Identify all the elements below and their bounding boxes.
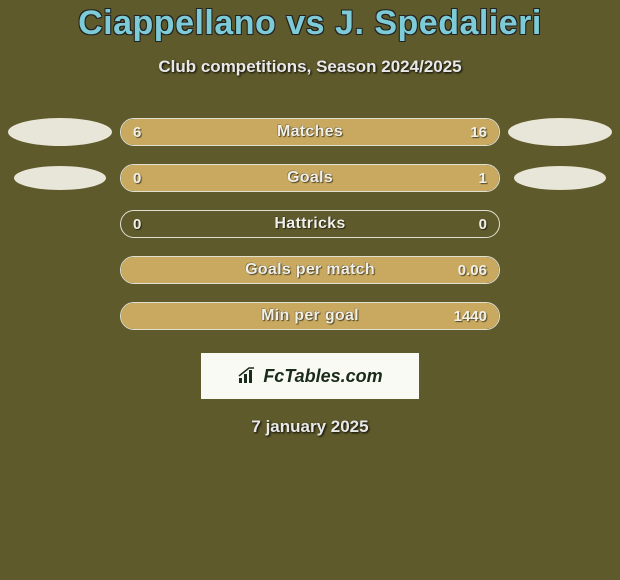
comparison-infographic: Ciappellano vs J. Spedalieri Club compet… bbox=[0, 0, 620, 437]
stat-value-right: 1 bbox=[479, 170, 487, 187]
stat-label: Min per goal bbox=[121, 307, 499, 325]
stat-row: 6Matches16 bbox=[0, 109, 620, 155]
stat-value-right: 1440 bbox=[454, 308, 487, 325]
stat-value-right: 0.06 bbox=[458, 262, 487, 279]
stat-row: Min per goal1440 bbox=[0, 293, 620, 339]
logo-box: FcTables.com bbox=[201, 353, 419, 399]
left-side bbox=[0, 118, 120, 146]
stat-row: 0Hattricks0 bbox=[0, 201, 620, 247]
player-marker-left bbox=[8, 118, 112, 146]
stat-value-right: 16 bbox=[470, 124, 487, 141]
stat-label: Matches bbox=[121, 123, 499, 141]
stat-label: Goals per match bbox=[121, 261, 499, 279]
stat-bar: 0Hattricks0 bbox=[120, 210, 500, 238]
stat-row: 0Goals1 bbox=[0, 155, 620, 201]
logo: FcTables.com bbox=[237, 366, 382, 387]
left-side bbox=[0, 166, 120, 190]
player-marker-right bbox=[514, 166, 606, 190]
right-side bbox=[500, 118, 620, 146]
stat-bar: 6Matches16 bbox=[120, 118, 500, 146]
date-line: 7 january 2025 bbox=[0, 417, 620, 437]
logo-text: FcTables.com bbox=[263, 366, 382, 387]
stat-value-right: 0 bbox=[479, 216, 487, 233]
stat-bar: 0Goals1 bbox=[120, 164, 500, 192]
stat-label: Goals bbox=[121, 169, 499, 187]
stat-row: Goals per match0.06 bbox=[0, 247, 620, 293]
subtitle: Club competitions, Season 2024/2025 bbox=[0, 57, 620, 77]
right-side bbox=[500, 166, 620, 190]
stat-rows: 6Matches160Goals10Hattricks0Goals per ma… bbox=[0, 109, 620, 339]
player-marker-right bbox=[508, 118, 612, 146]
page-title: Ciappellano vs J. Spedalieri bbox=[0, 4, 620, 43]
stat-bar: Goals per match0.06 bbox=[120, 256, 500, 284]
stat-label: Hattricks bbox=[121, 215, 499, 233]
stat-bar: Min per goal1440 bbox=[120, 302, 500, 330]
bar-chart-icon bbox=[237, 367, 259, 385]
player-marker-left bbox=[14, 166, 106, 190]
